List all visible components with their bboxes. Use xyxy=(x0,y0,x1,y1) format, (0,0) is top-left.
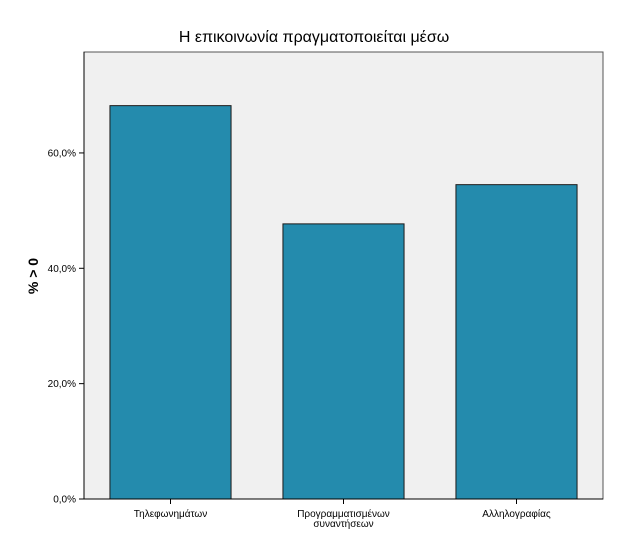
y-tick-label: 40,0% xyxy=(48,264,76,275)
y-tick-label: 0,0% xyxy=(53,495,76,506)
chart-title: Η επικοινωνία πραγματοποιείται μέσω xyxy=(179,29,449,46)
y-tick-label: 60,0% xyxy=(48,148,76,159)
y-axis-title: % > 0 xyxy=(25,258,41,294)
x-tick-label: Τηλεφωνημάτων xyxy=(134,508,207,520)
x-tick-label: Προγραμματισμένων συναντήσεων xyxy=(297,508,390,530)
bar-0 xyxy=(109,105,232,500)
bar-1 xyxy=(282,223,405,500)
y-tick-label: 20,0% xyxy=(48,379,76,390)
x-tick-label: Αλληλογραφίας xyxy=(482,508,551,520)
bar-2 xyxy=(455,184,578,500)
